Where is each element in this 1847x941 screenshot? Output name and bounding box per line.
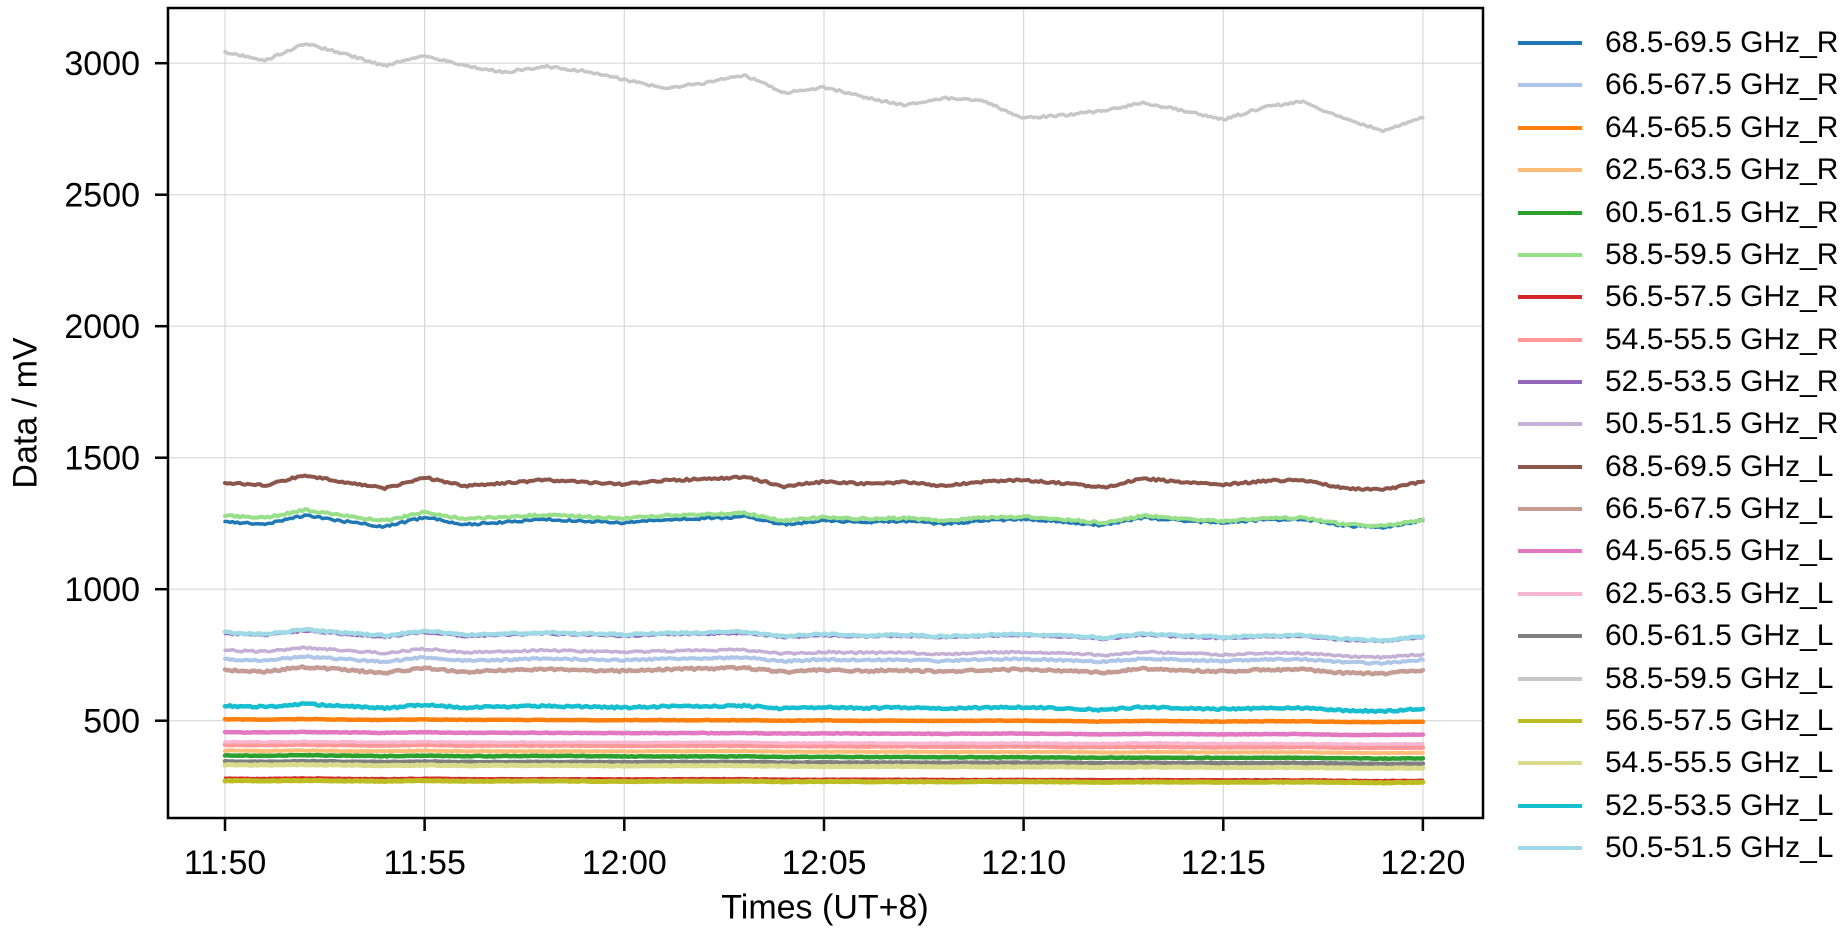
y-tick-label: 3000 xyxy=(64,45,140,83)
y-tick-label: 500 xyxy=(83,703,140,741)
y-tick-label: 2000 xyxy=(64,308,140,346)
series-group xyxy=(222,42,1426,786)
series-line-66.5-67.5-GHz_L xyxy=(222,664,1426,677)
y-tick-label: 1500 xyxy=(64,440,140,478)
series-line-66.5-67.5-GHz_R xyxy=(223,654,1425,666)
series-line-54.5-55.5-GHz_R xyxy=(222,742,1426,751)
x-tick-label: 11:55 xyxy=(383,844,466,882)
gridlines xyxy=(168,8,1483,818)
series-line-64.5-65.5-GHz_L xyxy=(222,729,1426,738)
y-axis-label: Data / mV xyxy=(6,337,45,489)
series-line-58.5-59.5-GHz_L xyxy=(223,42,1425,134)
series-line-60.5-61.5-GHz_R xyxy=(222,752,1426,762)
series-line-64.5-65.5-GHz_R xyxy=(222,716,1426,725)
series-line-62.5-63.5-GHz_L xyxy=(223,739,1425,747)
x-tick-label: 12:15 xyxy=(1181,844,1266,882)
x-tick-label: 12:20 xyxy=(1380,844,1465,882)
series-line-58.5-59.5-GHz_R xyxy=(223,507,1425,529)
series-line-50.5-51.5-GHz_R xyxy=(223,645,1425,660)
x-tick-label: 12:05 xyxy=(781,844,866,882)
series-line-62.5-63.5-GHz_R xyxy=(223,748,1425,756)
series-line-60.5-61.5-GHz_L xyxy=(222,758,1426,767)
series-line-52.5-53.5-GHz_L xyxy=(222,701,1426,715)
axis-ticks: 500 1000 1500 2000 2500 3000 11:50 11:55 12:00 12… xyxy=(64,45,1465,882)
plot-border xyxy=(166,6,1485,820)
x-tick-label: 12:00 xyxy=(582,844,667,882)
series-line-50.5-51.5-GHz_L xyxy=(222,626,1426,644)
series-line-68.5-69.5-GHz_L xyxy=(223,473,1425,492)
series-line-56.5-57.5-GHz_R xyxy=(223,776,1425,782)
series-line-56.5-57.5-GHz_L xyxy=(222,777,1426,786)
y-tick-label: 1000 xyxy=(64,571,140,609)
x-tick-label: 11:50 xyxy=(184,844,267,882)
series-line-54.5-55.5-GHz_L xyxy=(222,761,1426,771)
x-tick-label: 12:10 xyxy=(981,844,1066,882)
y-tick-label: 2500 xyxy=(64,177,140,215)
x-axis-label: Times (UT+8) xyxy=(721,888,929,927)
